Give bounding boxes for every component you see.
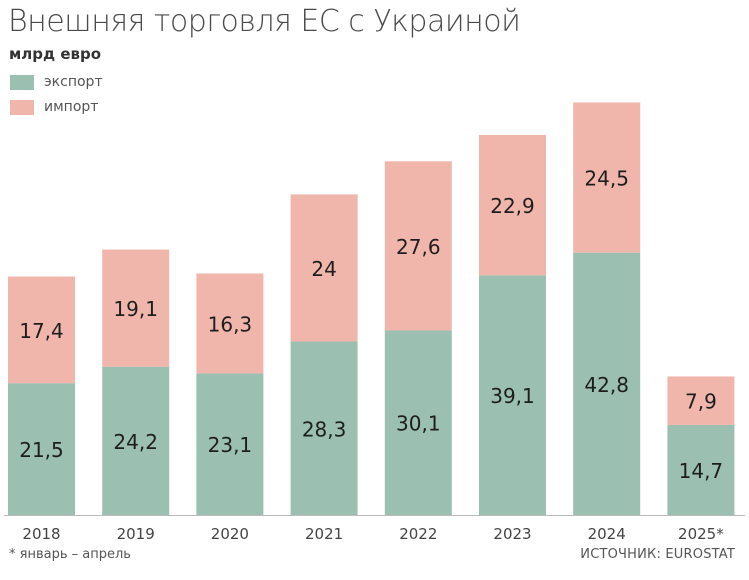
bar-export-2022 — [384, 330, 452, 515]
legend-label-export: экспорт — [44, 74, 103, 90]
bar-export-2023 — [479, 275, 546, 515]
source-note: ИСТОЧНИК: EUROSTAT — [580, 547, 735, 562]
x-tick-label-2022: 2022 — [399, 525, 437, 543]
chart-subtitle: млрд евро — [9, 45, 102, 63]
legend-label-import: импорт — [44, 99, 99, 115]
bar-import-2021 — [290, 194, 358, 342]
legend-item-export: экспорт — [10, 74, 103, 90]
chart-title: Внешняя торговля ЕС с Украиной — [8, 4, 521, 39]
data-label-import-2025: 7,9 — [685, 390, 717, 414]
legend-item-import: импорт — [10, 99, 98, 115]
data-label-export-2025: 14,7 — [679, 459, 724, 483]
data-label-import-2020: 16,3 — [208, 312, 253, 336]
data-label-export-2020: 23,1 — [208, 433, 253, 457]
x-tick-label-2023: 2023 — [493, 525, 531, 543]
bar-import-2022 — [384, 161, 452, 331]
data-label-import-2023: 22,9 — [490, 194, 535, 218]
data-label-import-2019: 19,1 — [113, 297, 158, 321]
data-label-import-2021: 24 — [311, 257, 336, 281]
data-label-export-2023: 39,1 — [490, 384, 535, 408]
x-tick-label-2024: 2024 — [588, 525, 626, 543]
bar-import-2024 — [573, 102, 641, 253]
legend-swatch-import — [10, 99, 34, 115]
bar-import-2018 — [8, 276, 75, 384]
x-tick-label-2021: 2021 — [305, 525, 343, 543]
data-label-export-2018: 21,5 — [19, 438, 64, 462]
bar-export-2025 — [667, 424, 735, 515]
bar-import-2019 — [102, 249, 170, 367]
x-tick-label-2025: 2025* — [678, 525, 724, 543]
x-tick-label-2020: 2020 — [211, 525, 249, 543]
data-label-export-2021: 28,3 — [302, 417, 347, 441]
legend-swatch-export — [10, 74, 34, 90]
bar-import-2023 — [479, 134, 546, 276]
bar-export-2024 — [573, 252, 641, 516]
data-label-export-2019: 24,2 — [113, 430, 158, 454]
data-label-import-2018: 17,4 — [19, 319, 64, 343]
bar-import-2025 — [667, 376, 735, 425]
data-label-export-2024: 42,8 — [584, 373, 629, 397]
data-label-import-2022: 27,6 — [396, 235, 441, 259]
x-tick-label-2019: 2019 — [117, 525, 155, 543]
data-label-export-2022: 30,1 — [396, 412, 441, 436]
bar-export-2019 — [102, 366, 170, 515]
x-tick-label-2018: 2018 — [22, 525, 60, 543]
data-label-import-2024: 24,5 — [584, 167, 629, 191]
bar-export-2021 — [290, 341, 358, 515]
bar-import-2020 — [196, 273, 264, 374]
bar-export-2020 — [196, 373, 264, 515]
footnote: * январь – апрель — [9, 547, 131, 562]
bar-export-2018 — [8, 383, 75, 515]
